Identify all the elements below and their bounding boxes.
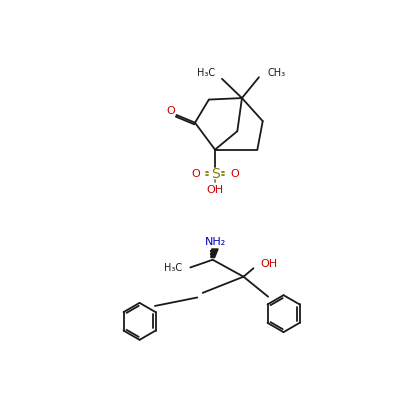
Text: H₃C: H₃C — [164, 263, 182, 273]
Polygon shape — [211, 249, 218, 258]
Text: CH₃: CH₃ — [267, 68, 286, 78]
Text: OH: OH — [260, 259, 278, 269]
Text: O: O — [191, 168, 200, 178]
Text: NH₂: NH₂ — [205, 237, 226, 247]
Text: O: O — [167, 106, 176, 116]
Text: OH: OH — [206, 185, 224, 195]
Text: H₃C: H₃C — [197, 68, 215, 78]
Text: O: O — [230, 168, 239, 178]
Text: S: S — [211, 166, 219, 180]
